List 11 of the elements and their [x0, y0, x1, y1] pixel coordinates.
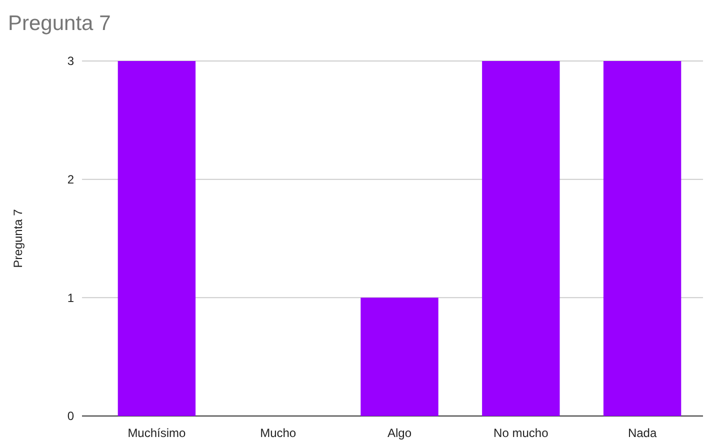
chart-title: Pregunta 7	[8, 12, 111, 35]
x-tick-label: Algo	[387, 426, 412, 440]
y-tick-label: 1	[67, 290, 74, 305]
y-axis-title: Pregunta 7	[11, 208, 25, 268]
x-tick-label: Muchísimo	[128, 426, 186, 440]
y-tick-label: 2	[67, 172, 74, 187]
x-tick-label: No mucho	[494, 426, 549, 440]
x-tick-label: Mucho	[260, 426, 296, 440]
y-tick-label: 0	[67, 409, 74, 424]
x-tick-label: Nada	[628, 426, 657, 440]
y-tick-label: 3	[67, 54, 74, 68]
